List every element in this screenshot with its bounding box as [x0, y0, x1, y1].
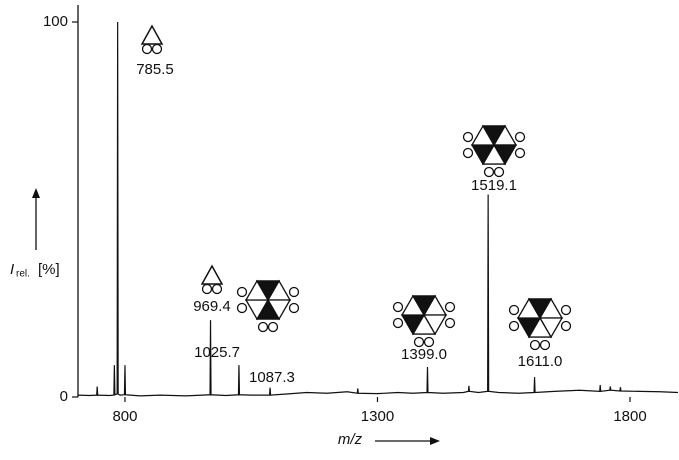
ring-icon [259, 323, 268, 332]
ring-icon [238, 288, 247, 297]
ring-icon [541, 341, 550, 350]
ring-icon [446, 319, 455, 328]
ring-icon [510, 322, 519, 331]
x-tick-label: 800 [112, 408, 137, 425]
chart: I rel. [%] m/z 0 100 800 1300 1800 785.5 969.4… [0, 0, 679, 455]
ring-icon [394, 303, 403, 312]
ring-icon [516, 149, 525, 158]
ring-icon [510, 306, 519, 315]
ring-icon [464, 133, 473, 142]
ring-icon [269, 323, 278, 332]
peak-label: 1611.0 [518, 353, 563, 370]
x-tick-label: 1800 [613, 408, 646, 425]
triangle-icon [202, 266, 222, 284]
y-label-unit: [%] [38, 261, 60, 278]
ring-icon [516, 133, 525, 142]
x-arrow-head [430, 437, 440, 445]
ring-icon [562, 306, 571, 315]
ring-icon [290, 288, 299, 297]
ring-icon [203, 285, 212, 294]
peak-label: 1519.1 [471, 177, 517, 194]
ring-icon [562, 322, 571, 331]
y-tick-label: 0 [60, 388, 68, 405]
y-axis-label: I rel. [%] [10, 261, 60, 280]
peak-label: 1025.7 [194, 344, 240, 361]
y-label-symbol: I [10, 261, 14, 278]
x-tick-label: 1300 [361, 408, 394, 425]
ring-icon [153, 45, 162, 54]
peak-label: 785.5 [136, 61, 174, 78]
x-axis-label: m/z [338, 431, 363, 448]
y-label-subscript: rel. [16, 269, 30, 280]
ring-icon [485, 168, 494, 177]
ring-icon [238, 304, 247, 313]
ring-icon [213, 285, 222, 294]
ring-icon [143, 45, 152, 54]
peak-label: 969.4 [193, 298, 231, 315]
ring-icon [446, 303, 455, 312]
peak-label: 1399.0 [401, 346, 447, 363]
y-arrow-head [32, 188, 40, 198]
ring-icon [464, 149, 473, 158]
triangle-icon [142, 26, 162, 44]
peak-label: 1087.3 [249, 369, 295, 386]
ring-icon [394, 319, 403, 328]
ring-icon [531, 341, 540, 350]
ring-icon [290, 304, 299, 313]
y-tick-label: 100 [43, 13, 68, 30]
ring-icon [495, 168, 504, 177]
spectrum-line [78, 22, 678, 396]
